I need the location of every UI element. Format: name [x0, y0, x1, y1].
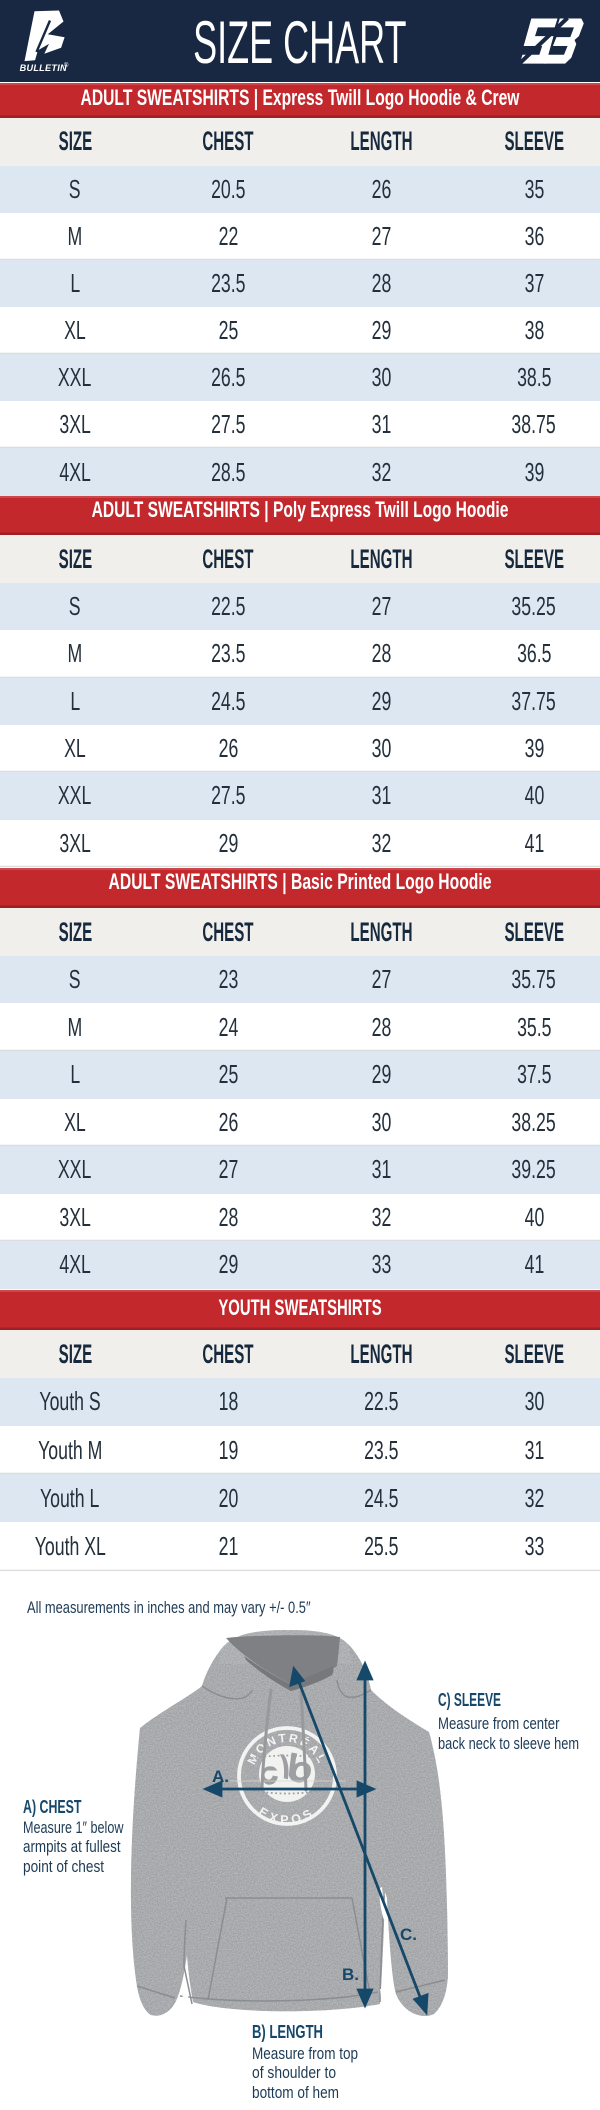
svg-text:B.: B. — [342, 1965, 359, 1984]
svg-text:®: ® — [64, 62, 69, 69]
svg-text:BULLETIN: BULLETIN — [20, 63, 67, 73]
svg-text:A.: A. — [212, 1767, 229, 1786]
svg-text:C.: C. — [400, 1925, 417, 1944]
